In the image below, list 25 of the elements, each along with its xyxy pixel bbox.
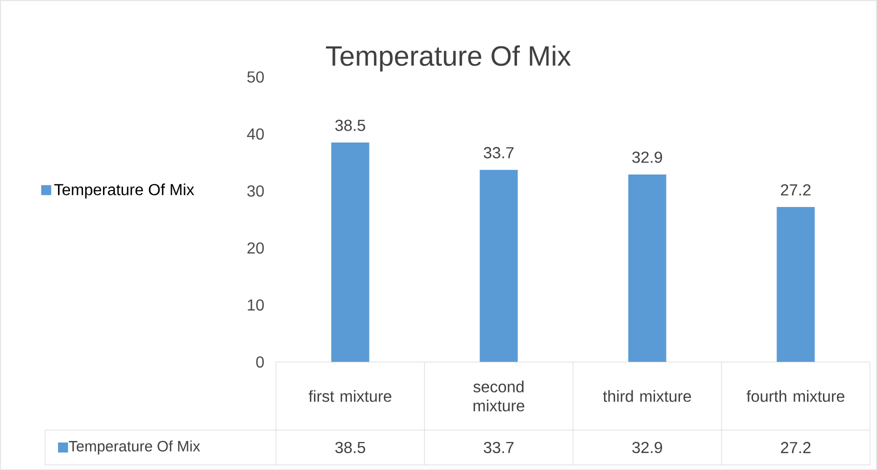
y-tick-label: 10 (248, 299, 264, 311)
y-tick-label: 30 (247, 185, 264, 197)
x-tick-label: third mixture (603, 390, 691, 402)
legend-label: Temperature Of Mix (54, 184, 194, 198)
text: 38.5 (335, 442, 366, 454)
y-tick-label: 50 (247, 71, 264, 83)
data-label: 33.7 (484, 147, 514, 158)
y-tick-label: 0 (256, 356, 264, 368)
data-label: 32.9 (632, 152, 662, 163)
x-tick-label: first mixture (308, 390, 392, 402)
chart-title: Temperature Of Mix (326, 45, 571, 72)
text: Temperature Of Mix (68, 440, 200, 454)
bar (331, 142, 370, 362)
y-tick-label: 40 (247, 128, 264, 140)
x-tick-label: second mixture (473, 380, 524, 412)
bar (776, 206, 815, 362)
text: 27.2 (780, 442, 810, 454)
y-tick-label: 20 (247, 242, 264, 254)
bar (628, 174, 666, 362)
text: 32.9 (632, 442, 662, 454)
data-label: 38.5 (335, 120, 366, 132)
text: 33.7 (484, 442, 514, 454)
x-tick-label: fourth mixture (746, 390, 844, 402)
data-label: 27.2 (780, 184, 810, 196)
bar (480, 170, 518, 362)
